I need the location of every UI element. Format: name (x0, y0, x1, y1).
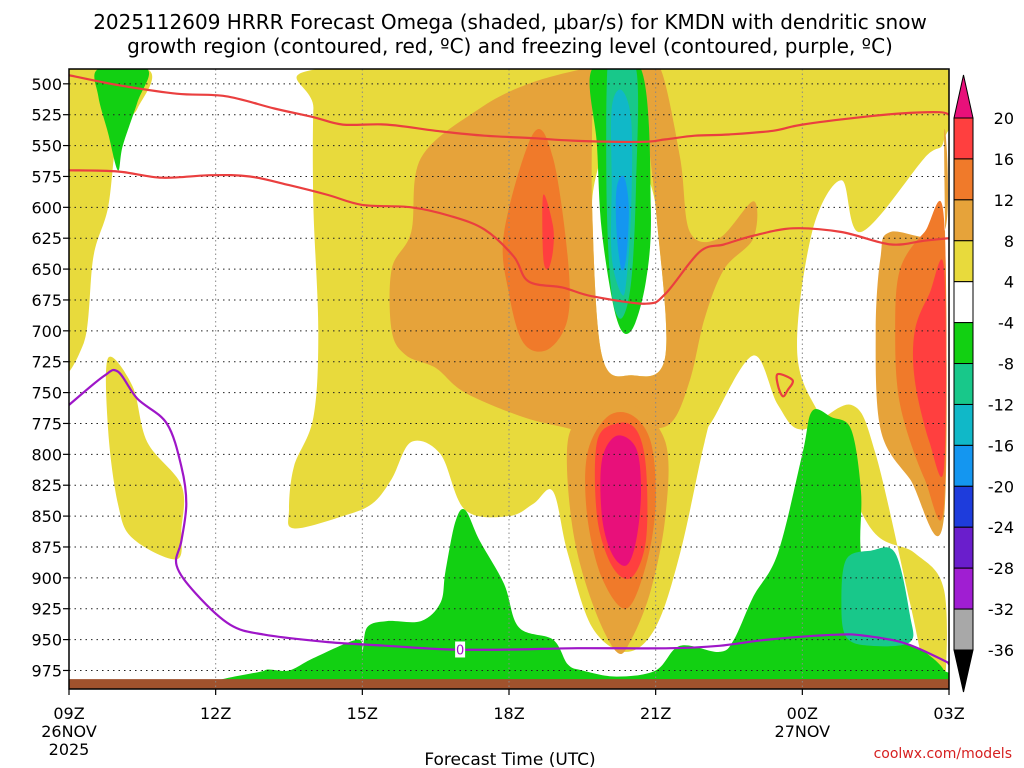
y-tick-label: 800 (31, 445, 62, 464)
omega-region (94, 69, 149, 171)
omega-region (615, 175, 629, 271)
y-tick-label: 725 (31, 353, 62, 372)
y-tick-label: 900 (31, 569, 62, 588)
omega-region (69, 69, 153, 372)
omega-region (389, 69, 758, 442)
chart-title: 2025112609 HRRR Forecast Omega (shaded, … (93, 10, 927, 58)
colorbar-bottom-cap (953, 649, 974, 693)
colorbar-label: -4 (998, 314, 1014, 333)
y-tick-label: 650 (31, 260, 62, 279)
contour-freezing-level (69, 368, 949, 666)
x-tick-label: 15Z (347, 704, 378, 723)
omega-region (841, 547, 914, 647)
omega-shading (69, 69, 949, 689)
colorbar-band (953, 199, 974, 242)
title-line-1: 2025112609 HRRR Forecast Omega (shaded, … (93, 10, 927, 34)
colorbar-label: -28 (988, 559, 1014, 578)
colorbar-label: 12 (994, 191, 1014, 210)
x-tick-sublabel: 2025 (49, 740, 90, 759)
freezing-label-bg (455, 641, 466, 658)
x-tick-sublabel: 27NOV (775, 722, 831, 741)
colorbar-band (953, 322, 974, 365)
colorbar-label: -32 (988, 600, 1014, 619)
colorbar-band (953, 403, 974, 446)
colorbar-label: -20 (988, 477, 1014, 496)
colorbar-band (953, 240, 974, 283)
contour-lines: 0 (69, 74, 949, 666)
y-tick-label: 850 (31, 507, 62, 526)
freezing-level-label: 0 (456, 643, 464, 658)
ground-layer (69, 679, 949, 689)
contour-dendritic-lower (69, 169, 949, 305)
ground-fill (69, 679, 949, 689)
y-tick-label: 675 (31, 291, 62, 310)
x-axis-title: Forecast Time (UTC) (424, 750, 595, 768)
y-tick-label: 925 (31, 600, 62, 619)
x-tick-label: 00Z (787, 704, 818, 723)
colorbar-label: -36 (988, 641, 1014, 660)
y-tick-label: 575 (31, 167, 62, 186)
colorbar-band (953, 444, 974, 487)
y-tick-label: 775 (31, 414, 62, 433)
x-tick-label: 09Z (53, 704, 84, 723)
colorbar-top-cap (953, 74, 974, 119)
y-tick-label: 700 (31, 322, 62, 341)
colorbar-label: -24 (988, 518, 1014, 537)
colorbar-label: 16 (994, 150, 1014, 169)
colorbar-label: -16 (988, 436, 1014, 455)
y-tick-label: 875 (31, 538, 62, 557)
x-tick-label: 03Z (933, 704, 964, 723)
x-tick-label: 18Z (493, 704, 524, 723)
y-tick-label: 525 (31, 106, 62, 125)
colorbar-label: 8 (1004, 232, 1014, 251)
title-line-2: growth region (contoured, red, ºC) and f… (127, 34, 893, 58)
colorbar-label: -8 (998, 355, 1014, 374)
contour-dendritic-small-loop (775, 372, 795, 398)
x-tick-sublabel: 26NOV (41, 722, 97, 741)
colorbar-band (953, 158, 974, 201)
colorbar-band (953, 526, 974, 569)
y-tick-label: 950 (31, 631, 62, 650)
omega-region (912, 259, 946, 478)
colorbar-band (953, 567, 974, 610)
y-axis: 500 525 550 575 600 625 650 675 700 725 750 775 800 8… (31, 75, 69, 680)
y-tick-label: 550 (31, 137, 62, 156)
colorbar-label: -12 (988, 395, 1014, 414)
y-tick-label: 750 (31, 384, 62, 403)
y-tick-label: 825 (31, 476, 62, 495)
colorbar-label: 20 (994, 109, 1014, 128)
omega-region (502, 128, 570, 352)
omega-region (600, 435, 641, 566)
y-tick-label: 600 (31, 198, 62, 217)
contour-dendritic-upper (69, 74, 949, 144)
colorbar-label: 4 (1004, 273, 1014, 292)
y-tick-label: 975 (31, 661, 62, 680)
credit-text: coolwx.com/models (874, 746, 1012, 762)
omega-region (213, 409, 949, 689)
colorbar-band (953, 363, 974, 405)
colorbar-band (953, 281, 974, 324)
y-tick-label: 500 (31, 75, 62, 94)
omega-region (105, 356, 185, 560)
omega-region (542, 194, 554, 270)
colorbar-band (953, 608, 974, 651)
x-tick-label: 12Z (200, 704, 231, 723)
colorbar-band (953, 485, 974, 528)
y-tick-label: 625 (31, 229, 62, 248)
x-tick-label: 21Z (640, 704, 671, 723)
colorbar-band (953, 117, 974, 160)
grid-lines (69, 69, 949, 689)
colorbar: 20 16 12 8 4 -4 -8 -12 -16 -20 -24 -28 -32 -36 (953, 74, 1014, 693)
